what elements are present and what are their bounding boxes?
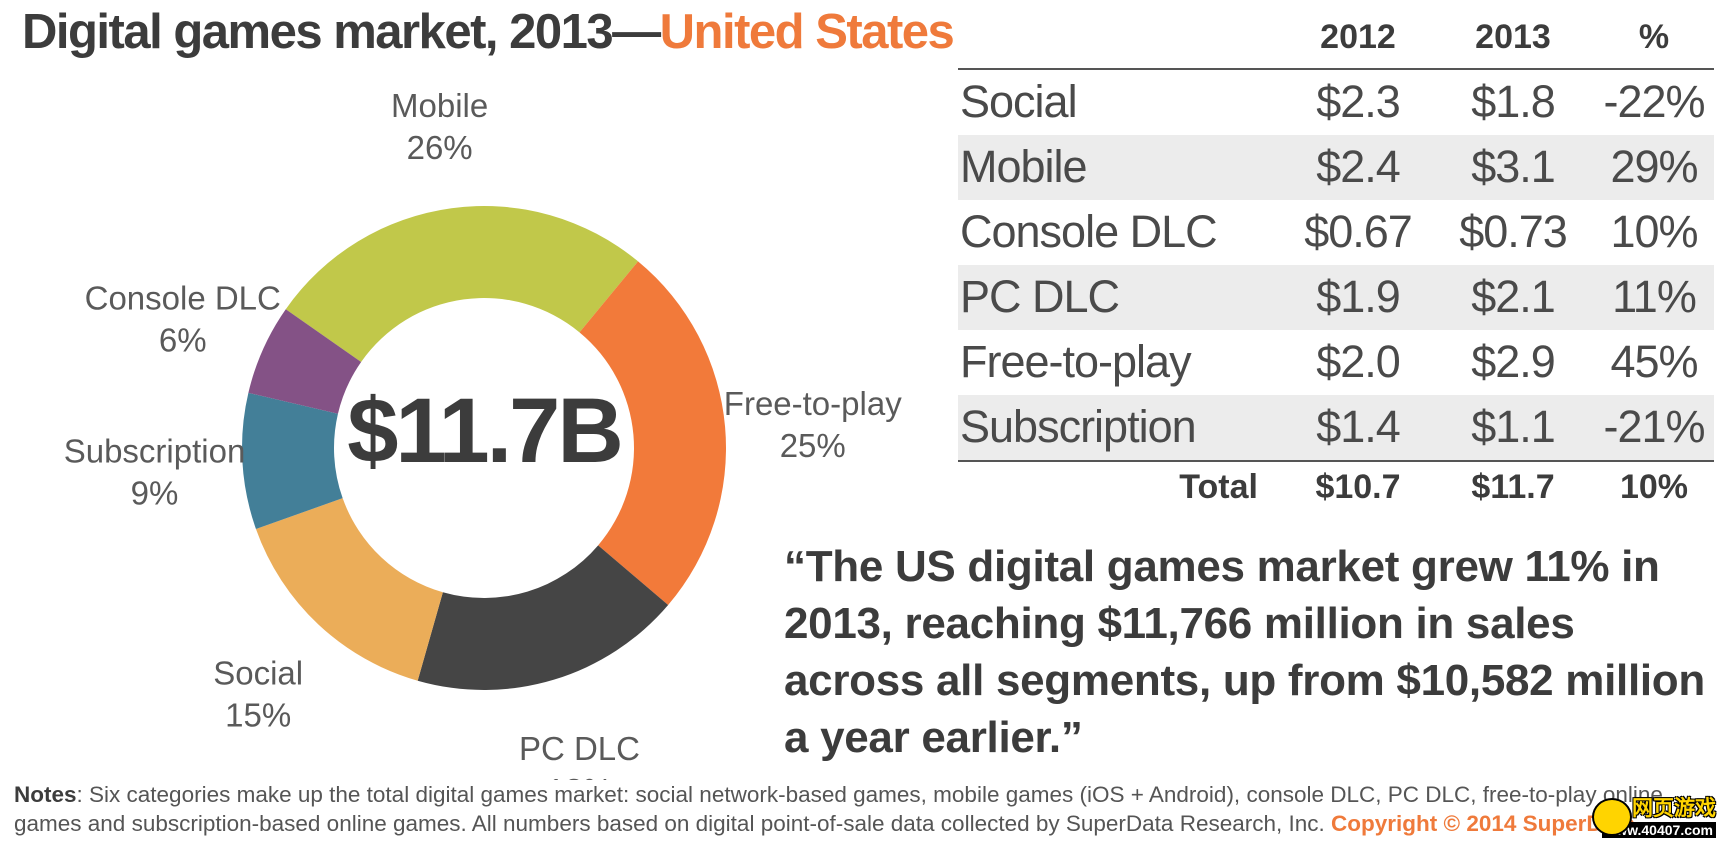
row-pct: 10%	[1610, 206, 1698, 257]
data-table: 2012 2013 % Social $2.3 $1.8 -22% Mobile…	[958, 14, 1714, 510]
row-2013: $0.73	[1459, 206, 1568, 257]
row-name: Subscription	[960, 401, 1197, 452]
copyright: Copyright © 2014 SuperData	[1331, 811, 1636, 836]
total-2013: $11.7	[1471, 468, 1555, 506]
watermark-text: 网页游戏	[1632, 797, 1716, 820]
row-2012: $2.3	[1316, 76, 1401, 127]
row-2013: $2.1	[1471, 271, 1556, 322]
row-2013: $1.1	[1471, 401, 1556, 452]
notes-text: : Six categories make up the total digit…	[14, 782, 1663, 836]
table-body: Social $2.3 $1.8 -22% Mobile $2.4 $3.1 2…	[958, 70, 1714, 462]
slice-pct-social: 15%	[225, 697, 291, 734]
row-2012: $2.4	[1316, 141, 1401, 192]
slice-label-social: Social	[213, 655, 303, 692]
title-prefix: Digital games market, 2013—	[22, 5, 661, 59]
mascot-icon	[1592, 798, 1632, 836]
table-total-row: Total $10.7 $11.7 10%	[958, 462, 1714, 510]
donut-center-value: $11.7B	[347, 380, 621, 482]
slice-pct-console-dlc: 6%	[159, 321, 207, 358]
row-2012: $1.4	[1316, 401, 1401, 452]
total-pct: 10%	[1619, 468, 1689, 506]
watermark-logo: 网页游戏 www.40407.com	[1592, 790, 1716, 840]
row-pct: 29%	[1610, 141, 1698, 192]
slice-pct-free-to-play: 25%	[780, 427, 846, 464]
table-row: Console DLC $0.67 $0.73 10%	[958, 200, 1714, 265]
slice-subscription	[242, 392, 343, 529]
row-name: PC DLC	[960, 271, 1120, 322]
col-header-2012: 2012	[1320, 18, 1396, 56]
slice-pct-pc-dlc: 18%	[546, 772, 612, 780]
row-pct: -21%	[1603, 401, 1705, 452]
page-title: Digital games market, 2013—United States	[22, 4, 955, 60]
row-pct: 45%	[1610, 336, 1698, 387]
table-header: 2012 2013 %	[958, 14, 1714, 70]
row-name: Social	[960, 76, 1078, 127]
table-row: Social $2.3 $1.8 -22%	[958, 70, 1714, 135]
col-header-pct: %	[1638, 18, 1670, 56]
slice-social	[255, 498, 443, 681]
col-header-2013: 2013	[1475, 18, 1551, 56]
row-2013: $1.8	[1471, 76, 1556, 127]
donut-chart: Mobile 26% Free-to-play 25% PC DLC 18% Social 1…	[64, 87, 902, 780]
notes-label: Notes	[14, 782, 77, 807]
row-2012: $0.67	[1304, 206, 1413, 257]
total-2012: $10.7	[1315, 468, 1401, 506]
slice-console-dlc	[248, 309, 362, 414]
title-accent: United States	[659, 5, 955, 59]
slice-free-to-play	[579, 261, 726, 606]
slice-label-mobile: Mobile	[391, 87, 488, 124]
row-2012: $1.9	[1316, 271, 1401, 322]
slice-pct-subscription: 9%	[131, 474, 179, 511]
watermark-url: www.40407.com	[1602, 822, 1716, 838]
footnote: Notes: Six categories make up the total …	[14, 780, 1704, 838]
slice-label-subscription: Subscription	[64, 432, 246, 469]
table-row: Free-to-play $2.0 $2.9 45%	[958, 330, 1714, 395]
row-pct: -22%	[1603, 76, 1705, 127]
slice-label-pc-dlc: PC DLC	[519, 730, 640, 767]
table-row: PC DLC $1.9 $2.1 11%	[958, 265, 1714, 330]
table-row: Mobile $2.4 $3.1 29%	[958, 135, 1714, 200]
row-name: Mobile	[960, 141, 1088, 192]
slice-pct-mobile: 26%	[407, 129, 473, 166]
slice-label-free-to-play: Free-to-play	[724, 385, 902, 422]
row-2013: $3.1	[1471, 141, 1556, 192]
row-pct: 11%	[1612, 271, 1697, 322]
slice-mobile	[285, 206, 639, 362]
slice-label-console-dlc: Console DLC	[85, 279, 281, 316]
row-name: Console DLC	[960, 206, 1218, 257]
row-name: Free-to-play	[960, 336, 1192, 387]
total-label: Total	[1179, 468, 1258, 506]
pull-quote: “The US digital games market grew 11% in…	[784, 542, 1705, 762]
row-2013: $2.9	[1471, 336, 1556, 387]
slice-pc-dlc	[417, 545, 669, 691]
row-2012: $2.0	[1316, 336, 1401, 387]
table-row: Subscription $1.4 $1.1 -21%	[958, 395, 1714, 460]
